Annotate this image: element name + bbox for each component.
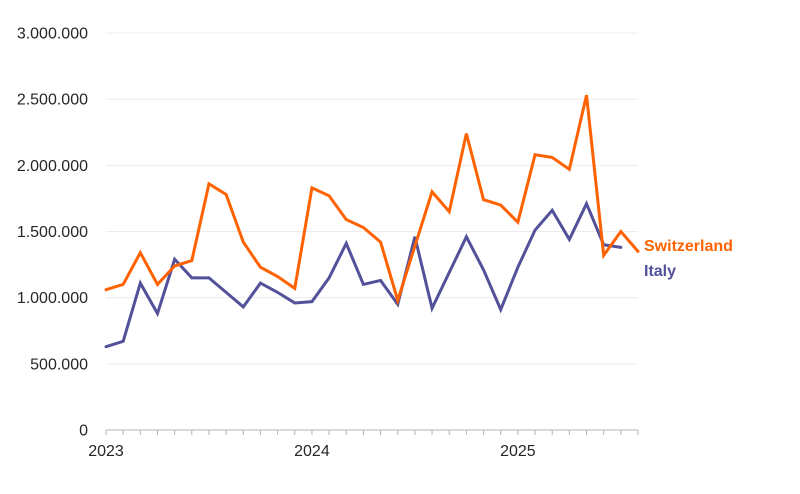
y-axis-label: 2.000.000 [17,158,88,175]
series-label-italy: Italy [644,263,676,280]
y-axis-label: 2.500.000 [17,92,88,109]
y-axis-label: 3.000.000 [17,26,88,43]
series-line-switzerland [104,94,640,306]
y-axis-label: 1.000.000 [17,290,88,307]
x-axis-label: 2024 [294,443,330,460]
x-axis-label: 2023 [88,443,124,460]
y-axis-label: 1.500.000 [17,224,88,241]
y-axis-label: 500.000 [30,356,88,373]
y-axis-label: 0 [79,423,88,440]
x-axis-label: 2025 [500,443,536,460]
series-line-italy [104,200,623,349]
series-label-switzerland: Switzerland [644,238,733,255]
